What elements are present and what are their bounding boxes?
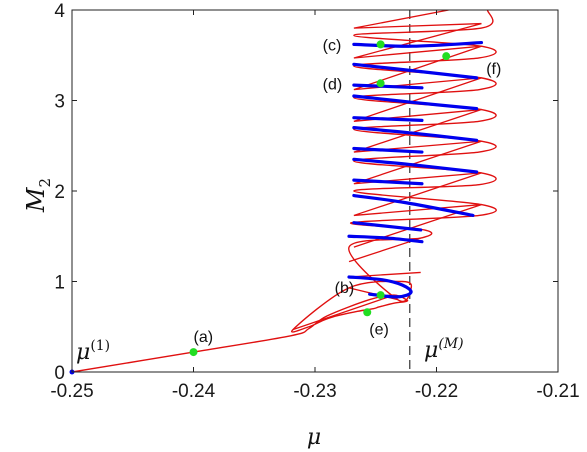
- point-label-b: (b): [335, 280, 355, 297]
- stable-segment-11: [352, 62, 479, 80]
- unstable-branch-fan-3: [348, 237, 421, 263]
- y-tick-label: 3: [54, 92, 65, 113]
- point-label-c: (c): [323, 37, 342, 54]
- stable-segment-5: [352, 157, 479, 174]
- reference-line-label: μ(M): [424, 336, 464, 363]
- unstable-branch-main: [72, 10, 497, 372]
- x-tick-label: -0.21: [536, 381, 579, 402]
- stable-segment-7: [352, 126, 479, 142]
- stable-segment-12: [352, 40, 484, 48]
- y-axis-label: M2: [22, 178, 54, 213]
- point-marker-d: [376, 79, 385, 88]
- point-label-e: (e): [369, 321, 389, 338]
- x-tick-label: -0.22: [415, 381, 458, 402]
- stable-segment-10: [352, 83, 424, 90]
- stable-segment-4: [352, 178, 424, 186]
- x-tick-label: -0.25: [50, 381, 93, 402]
- stable-segment-2: [352, 221, 423, 232]
- x-tick-label: -0.23: [293, 381, 336, 402]
- point-marker-f: [442, 52, 451, 61]
- point-label-a: (a): [194, 329, 214, 346]
- point-marker-a: [189, 348, 198, 357]
- curves-layer: [72, 10, 497, 372]
- y-tick-label: 0: [54, 363, 65, 384]
- stable-segment-8: [352, 116, 424, 123]
- y-tick-label: 2: [54, 182, 65, 203]
- point-label-f: (f): [486, 61, 501, 78]
- stable-segment-6: [352, 146, 424, 154]
- stable-segment-1: [347, 234, 424, 244]
- unstable-branch-zigzag: [353, 10, 482, 248]
- x-tick-label: -0.24: [172, 381, 216, 402]
- unstable-branch-fan-0: [292, 294, 395, 331]
- point-marker-e: [363, 308, 372, 317]
- stable-segment-9: [352, 94, 479, 111]
- stable-segment-3: [352, 193, 475, 218]
- point-marker-b: [376, 291, 385, 300]
- y-tick-label: 4: [54, 1, 65, 22]
- point-label-d: (d): [323, 76, 343, 93]
- x-axis-label: μ: [307, 425, 321, 450]
- plot-frame: [71, 9, 559, 373]
- y-tick-label: 1: [54, 273, 65, 294]
- y-axis: 0 1 2 3 4: [54, 1, 558, 384]
- x-axis: -0.25 -0.24 -0.23 -0.22 -0.21: [50, 10, 580, 402]
- point-marker-c: [376, 40, 385, 49]
- stable-segment-0: [347, 275, 413, 299]
- start-point-label: μ(1): [76, 338, 110, 365]
- markers-layer: [69, 40, 451, 375]
